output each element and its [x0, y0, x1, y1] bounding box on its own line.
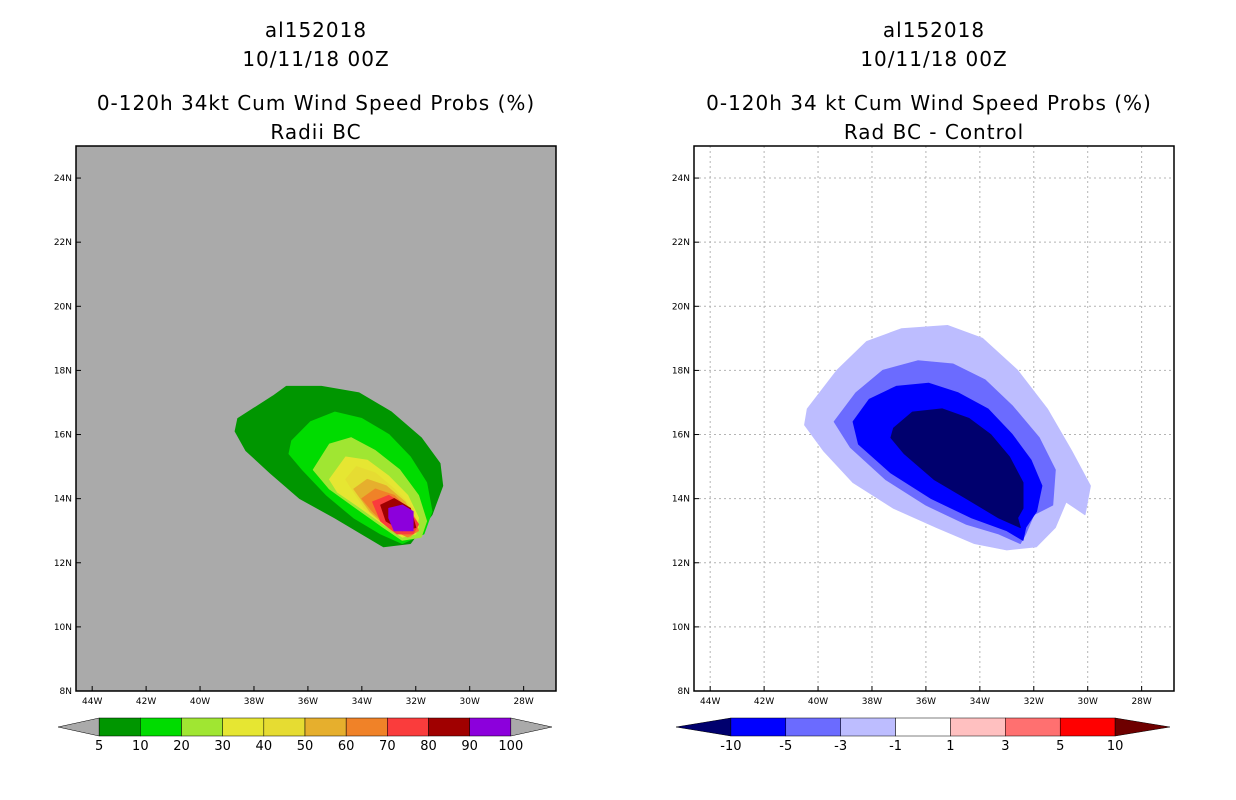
right-x-tick-label: 34W: [970, 697, 990, 707]
left-colorbar-label: 5: [95, 739, 103, 754]
right-y-tick-label: 10N: [672, 623, 690, 633]
left-chart-title: 0-120h 34kt Cum Wind Speed Probs (%): [96, 91, 536, 115]
left-x-tick-label: 42W: [136, 697, 156, 707]
left-x-tick-label: 34W: [352, 697, 372, 707]
right-y-tick-label: 18N: [672, 366, 690, 376]
left-x-tick-label: 44W: [82, 697, 102, 707]
right-colorbar-swatch: [895, 717, 951, 737]
right-colorbar-label: -10: [720, 739, 741, 754]
right-colorbar-swatch: [785, 717, 841, 737]
left-colorbar-label: 40: [256, 739, 273, 754]
right-case-id: al152018: [882, 18, 986, 42]
left-y-tick-label: 22N: [54, 238, 72, 248]
right-colorbar-label: -1: [889, 739, 902, 754]
right-y-tick-label: 14N: [672, 495, 690, 505]
right-x-tick-label: 32W: [1024, 697, 1044, 707]
left-colorbar-swatch: [469, 717, 512, 737]
right-colorbar-label: -3: [834, 739, 847, 754]
right-x-tick-label: 36W: [916, 697, 936, 707]
left-x-tick-label: 40W: [190, 697, 210, 707]
left-case-id: al152018: [264, 18, 368, 42]
right-y-tick-label: 8N: [678, 687, 690, 697]
left-y-tick-label: 12N: [54, 559, 72, 569]
left-colorbar-swatch: [263, 717, 306, 737]
right-colorbar-label: -5: [779, 739, 792, 754]
right-contour-neg10: [890, 408, 1024, 528]
right-x-tick-label: 30W: [1078, 697, 1098, 707]
right-y-tick-label: 24N: [672, 174, 690, 184]
left-colorbar-swatch: [140, 717, 182, 737]
left-colorbar-label: 70: [379, 739, 396, 754]
right-colorbar-swatch: [950, 717, 1006, 737]
right-colorbar-label: 5: [1056, 739, 1064, 754]
left-y-tick-label: 16N: [54, 431, 72, 441]
left-colorbar-label: 50: [297, 739, 314, 754]
right-colorbar-swatch: [840, 717, 896, 737]
left-colorbar-swatch: [181, 717, 223, 737]
left-x-tick-label: 38W: [244, 697, 264, 707]
left-colorbar-label: 90: [461, 739, 478, 754]
left-chart-subtitle: Radii BC: [270, 120, 362, 144]
right-plot-frame: [693, 145, 1175, 692]
left-colorbar-extend-low: [57, 717, 100, 737]
left-y-tick-label: 14N: [54, 495, 72, 505]
left-y-tick-label: 18N: [54, 366, 72, 376]
right-colorbar-swatch: [1059, 717, 1116, 737]
right-chart-title: 0-120h 34 kt Cum Wind Speed Probs (%): [706, 91, 1152, 115]
left-x-tick-label: 30W: [460, 697, 480, 707]
left-colorbar-swatch: [428, 717, 470, 737]
right-colorbar-label: 3: [1001, 739, 1009, 754]
left-colorbar-label: 30: [214, 739, 231, 754]
right-x-tick-label: 42W: [754, 697, 774, 707]
left-colorbar-extend-high: [510, 717, 553, 737]
left-colorbar-swatch: [345, 717, 388, 737]
left-contour-90: [388, 504, 414, 532]
left-x-tick-label: 36W: [298, 697, 318, 707]
right-x-tick-label: 40W: [808, 697, 828, 707]
right-x-tick-label: 28W: [1131, 697, 1151, 707]
right-colorbar-swatch: [730, 717, 787, 737]
left-colorbar-swatch: [98, 717, 141, 737]
left-x-tick-label: 32W: [406, 697, 426, 707]
right-colorbar-label: 1: [946, 739, 954, 754]
left-colorbar-swatch: [304, 717, 347, 737]
left-colorbar-swatch: [387, 717, 429, 737]
left-colorbar-label: 20: [173, 739, 190, 754]
right-y-tick-label: 16N: [672, 431, 690, 441]
right-x-tick-label: 44W: [700, 697, 720, 707]
right-y-tick-label: 22N: [672, 238, 690, 248]
left-colorbar-label: 80: [420, 739, 437, 754]
left-colorbar-label: 60: [338, 739, 355, 754]
left-colorbar-label: 10: [132, 739, 149, 754]
left-plot-frame: [75, 145, 557, 692]
right-colorbar-extend-high: [1114, 717, 1171, 737]
right-colorbar-swatch: [1005, 717, 1061, 737]
left-x-tick-label: 28W: [513, 697, 533, 707]
left-y-tick-label: 20N: [54, 302, 72, 312]
right-y-tick-label: 12N: [672, 559, 690, 569]
right-y-tick-label: 20N: [672, 302, 690, 312]
left-colorbar-label: 100: [498, 739, 523, 754]
left-y-tick-label: 8N: [60, 687, 72, 697]
right-x-tick-label: 38W: [862, 697, 882, 707]
right-colorbar-extend-low: [675, 717, 732, 737]
right-chart-subtitle: Rad BC - Control: [843, 120, 1025, 144]
left-y-tick-label: 10N: [54, 623, 72, 633]
right-colorbar-label: 10: [1107, 739, 1124, 754]
left-colorbar-swatch: [222, 717, 265, 737]
left-y-tick-label: 24N: [54, 174, 72, 184]
left-date: 10/11/18 00Z: [242, 47, 390, 71]
right-date: 10/11/18 00Z: [860, 47, 1008, 71]
